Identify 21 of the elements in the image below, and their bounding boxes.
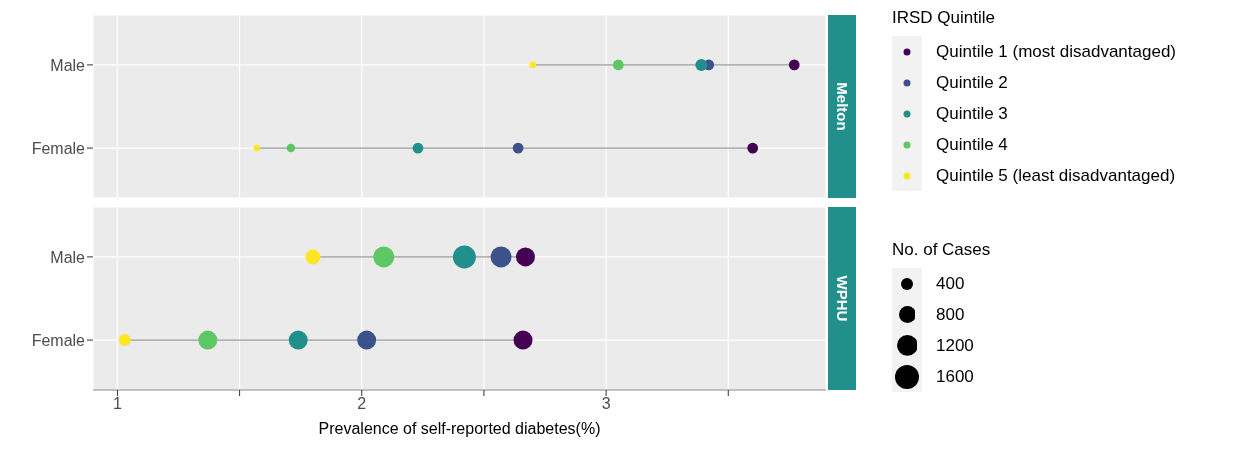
legend-label: Quintile 5 (least disadvantaged) (936, 165, 1176, 186)
legend-label: 800 (936, 304, 965, 325)
y-tick-label: Female (31, 331, 86, 349)
text: No. of Cases (892, 240, 991, 260)
legend-label: 1600 (936, 366, 974, 387)
text: WPHU (833, 275, 851, 322)
text: Melton (833, 82, 851, 131)
legend-label: Quintile 1 (most disadvantaged) (936, 41, 1177, 62)
y-tick-label: Female (31, 139, 86, 157)
legend-label: 1200 (936, 335, 974, 356)
legend-label: 400 (936, 273, 965, 294)
x-tick-label: 2 (357, 395, 367, 413)
y-tick-label: Male (50, 56, 86, 74)
legend-title: IRSD Quintile (892, 8, 996, 28)
x-tick-label: 3 (601, 395, 611, 413)
y-tick-label: Male (50, 248, 86, 266)
legend-label: Quintile 3 (936, 103, 1008, 124)
x-axis-title: Prevalence of self-reported diabetes(%) (317, 420, 602, 438)
x-tick-label: 1 (112, 395, 122, 413)
legend-label: Quintile 4 (936, 134, 1008, 155)
legend-label: Quintile 2 (936, 72, 1008, 93)
